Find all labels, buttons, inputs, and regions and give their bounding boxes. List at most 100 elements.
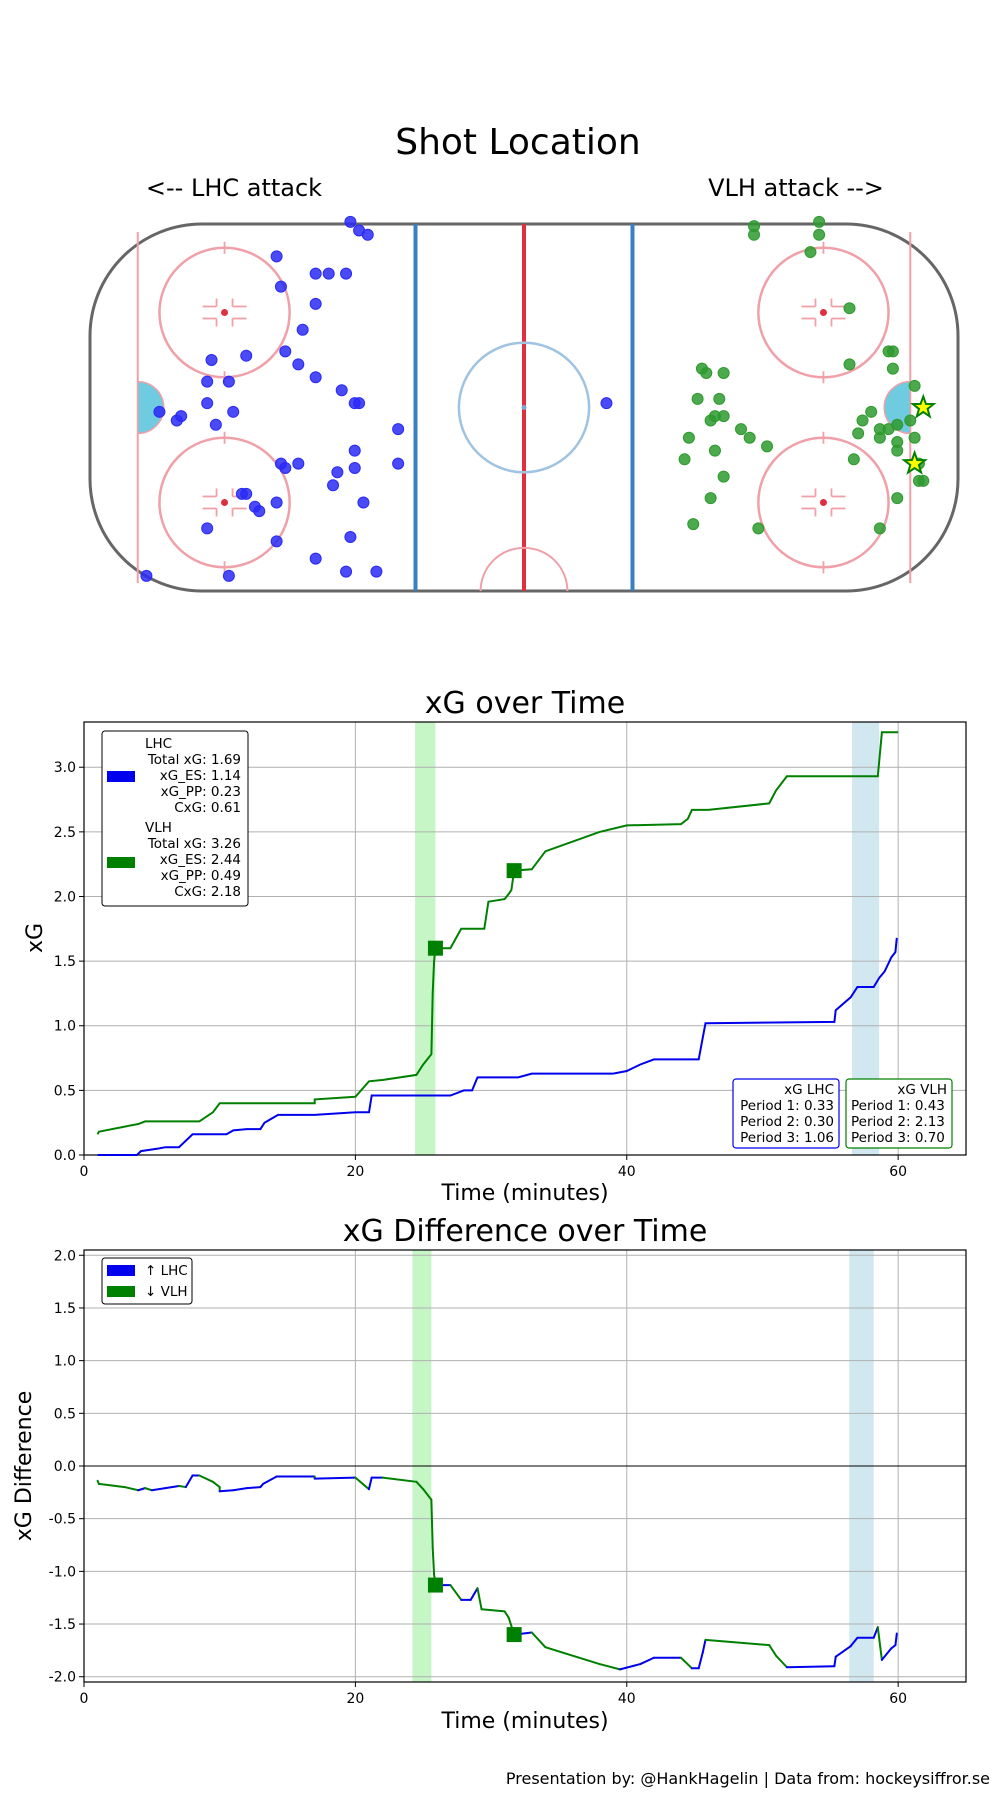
lhc-shot-point [141,570,152,581]
diff-line-segment [152,1488,166,1490]
y-tick-label: 1.5 [54,1301,76,1317]
legend-lhc-stat: Total xG: 1.69 [147,752,241,768]
diff-line-segment [450,1585,461,1600]
vlh-shot-point [853,428,864,439]
vlh-shot-point [874,523,885,534]
lhc-shot-point [349,445,360,456]
diff-line-segment [620,1664,640,1669]
diff-line-segment [545,1647,599,1664]
diff-line-segment [882,1648,891,1660]
footer-credit: Presentation by: @HankHagelin | Data fro… [506,1769,990,1788]
vlh-shot-point [866,406,877,417]
vlh-shot-point [692,393,703,404]
lhc-attack-label: <-- LHC attack [146,174,322,202]
y-tick-label: 2.0 [54,1248,76,1264]
x-tick-label: 0 [80,1691,89,1707]
lhc-shot-point [271,536,282,547]
faceoff-dot [820,309,827,316]
lhc-shot-point [275,281,286,292]
diff-line-segment [138,1488,145,1490]
lhc-shot-point [293,458,304,469]
y-tick-label: -2.0 [49,1670,76,1686]
lhc-shot-point [223,570,234,581]
vlh-shot-point [718,471,729,482]
vlh-shot-point [814,229,825,240]
legend-lhc-swatch [107,1265,135,1276]
diff-line-segment [383,1478,417,1482]
vlh-goal-marker [507,1627,522,1642]
x-tick-label: 40 [618,1691,636,1707]
xg-y-axis-label: xG [23,923,48,953]
lhc-shot-point [241,350,252,361]
legend-vlh-swatch [107,857,135,868]
y-tick-label: 1.0 [54,1354,76,1370]
y-tick-label: 2.0 [54,889,76,905]
diff-line-segment [315,1478,356,1479]
vlh-shot-point [848,454,859,465]
diff-chart-title: xG Difference over Time [343,1214,708,1249]
y-tick-label: 0.0 [54,1459,76,1475]
y-tick-label: 1.0 [54,1019,76,1035]
legend-vlh-label: ↓ VLH [145,1284,188,1300]
diff-line-segment [99,1484,125,1487]
y-tick-label: 1.5 [54,954,76,970]
legend-vlh-stat: Total xG: 3.26 [147,836,241,852]
vlh-shot-point [736,424,747,435]
faceoff-dot [221,309,228,316]
vlh-shot-point [887,363,898,374]
lhc-shot-point [310,268,321,279]
y-tick-label: 2.5 [54,825,76,841]
rink-panel: Shot Location <-- LHC attack VLH attack … [90,122,958,591]
diff-line-segment [600,1664,620,1669]
lhc-shot-point [228,406,239,417]
lhc-shot-point [271,251,282,262]
vlh-goal-marker [428,1578,443,1593]
vlh-goal-marker [507,863,522,878]
legend-lhc-swatch [107,771,135,782]
figure-canvas: Shot Location <-- LHC attack VLH attack … [0,0,1000,1800]
lhc-period-text: xG LHC [784,1082,834,1098]
lhc-shot-point [345,216,356,227]
vlh-period-text: Period 3: 0.70 [851,1130,945,1146]
y-tick-label: 0.5 [54,1083,76,1099]
lhc-shot-point [271,497,282,508]
lhc-shot-point [280,462,291,473]
lhc-shot-point [293,359,304,370]
diff-line-segment [703,1640,706,1653]
y-tick-label: -1.5 [49,1617,76,1633]
vlh-shot-point [718,411,729,422]
lhc-shot-point [332,467,343,478]
lhc-period-text: Period 1: 0.33 [740,1098,834,1114]
diff-line-segment [355,1478,369,1490]
lhc-period-text: Period 2: 0.30 [740,1114,834,1130]
legend-vlh-stat: CxG: 2.18 [174,884,241,900]
lhc-shot-point [341,268,352,279]
legend-lhc-stat: CxG: 0.61 [174,800,241,816]
vlh-shot-point [683,432,694,443]
legend-vlh-stat: xG_ES: 2.44 [160,852,241,868]
lhc-shot-point [354,225,365,236]
vlh-shot-point [844,359,855,370]
lhc-shot-point [176,411,187,422]
diff-line-segment [179,1486,186,1487]
diff-line-segment [125,1487,139,1490]
lhc-shot-point [254,506,265,517]
lhc-shot-point [210,419,221,430]
legend-lhc-stat: xG_ES: 1.14 [160,768,241,784]
vlh-shot-point [909,380,920,391]
lhc-shot-point [371,566,382,577]
y-tick-label: -1.0 [49,1564,76,1580]
legend-vlh-stat: xG_PP: 0.49 [161,868,241,884]
vlh-shot-point [679,454,690,465]
center-faceoff-dot [522,405,527,410]
lhc-shot-point [354,398,365,409]
legend-vlh-swatch [107,1286,135,1297]
diff-line-segment [186,1475,193,1487]
diff-line-segment [681,1658,692,1669]
diff-line-segment [369,1478,372,1490]
vlh-shot-point [709,445,720,456]
lhc-shot-point [345,532,356,543]
vlh-shot-point [701,367,712,378]
x-tick-label: 0 [80,1164,89,1180]
diff-line-segment [532,1632,546,1647]
